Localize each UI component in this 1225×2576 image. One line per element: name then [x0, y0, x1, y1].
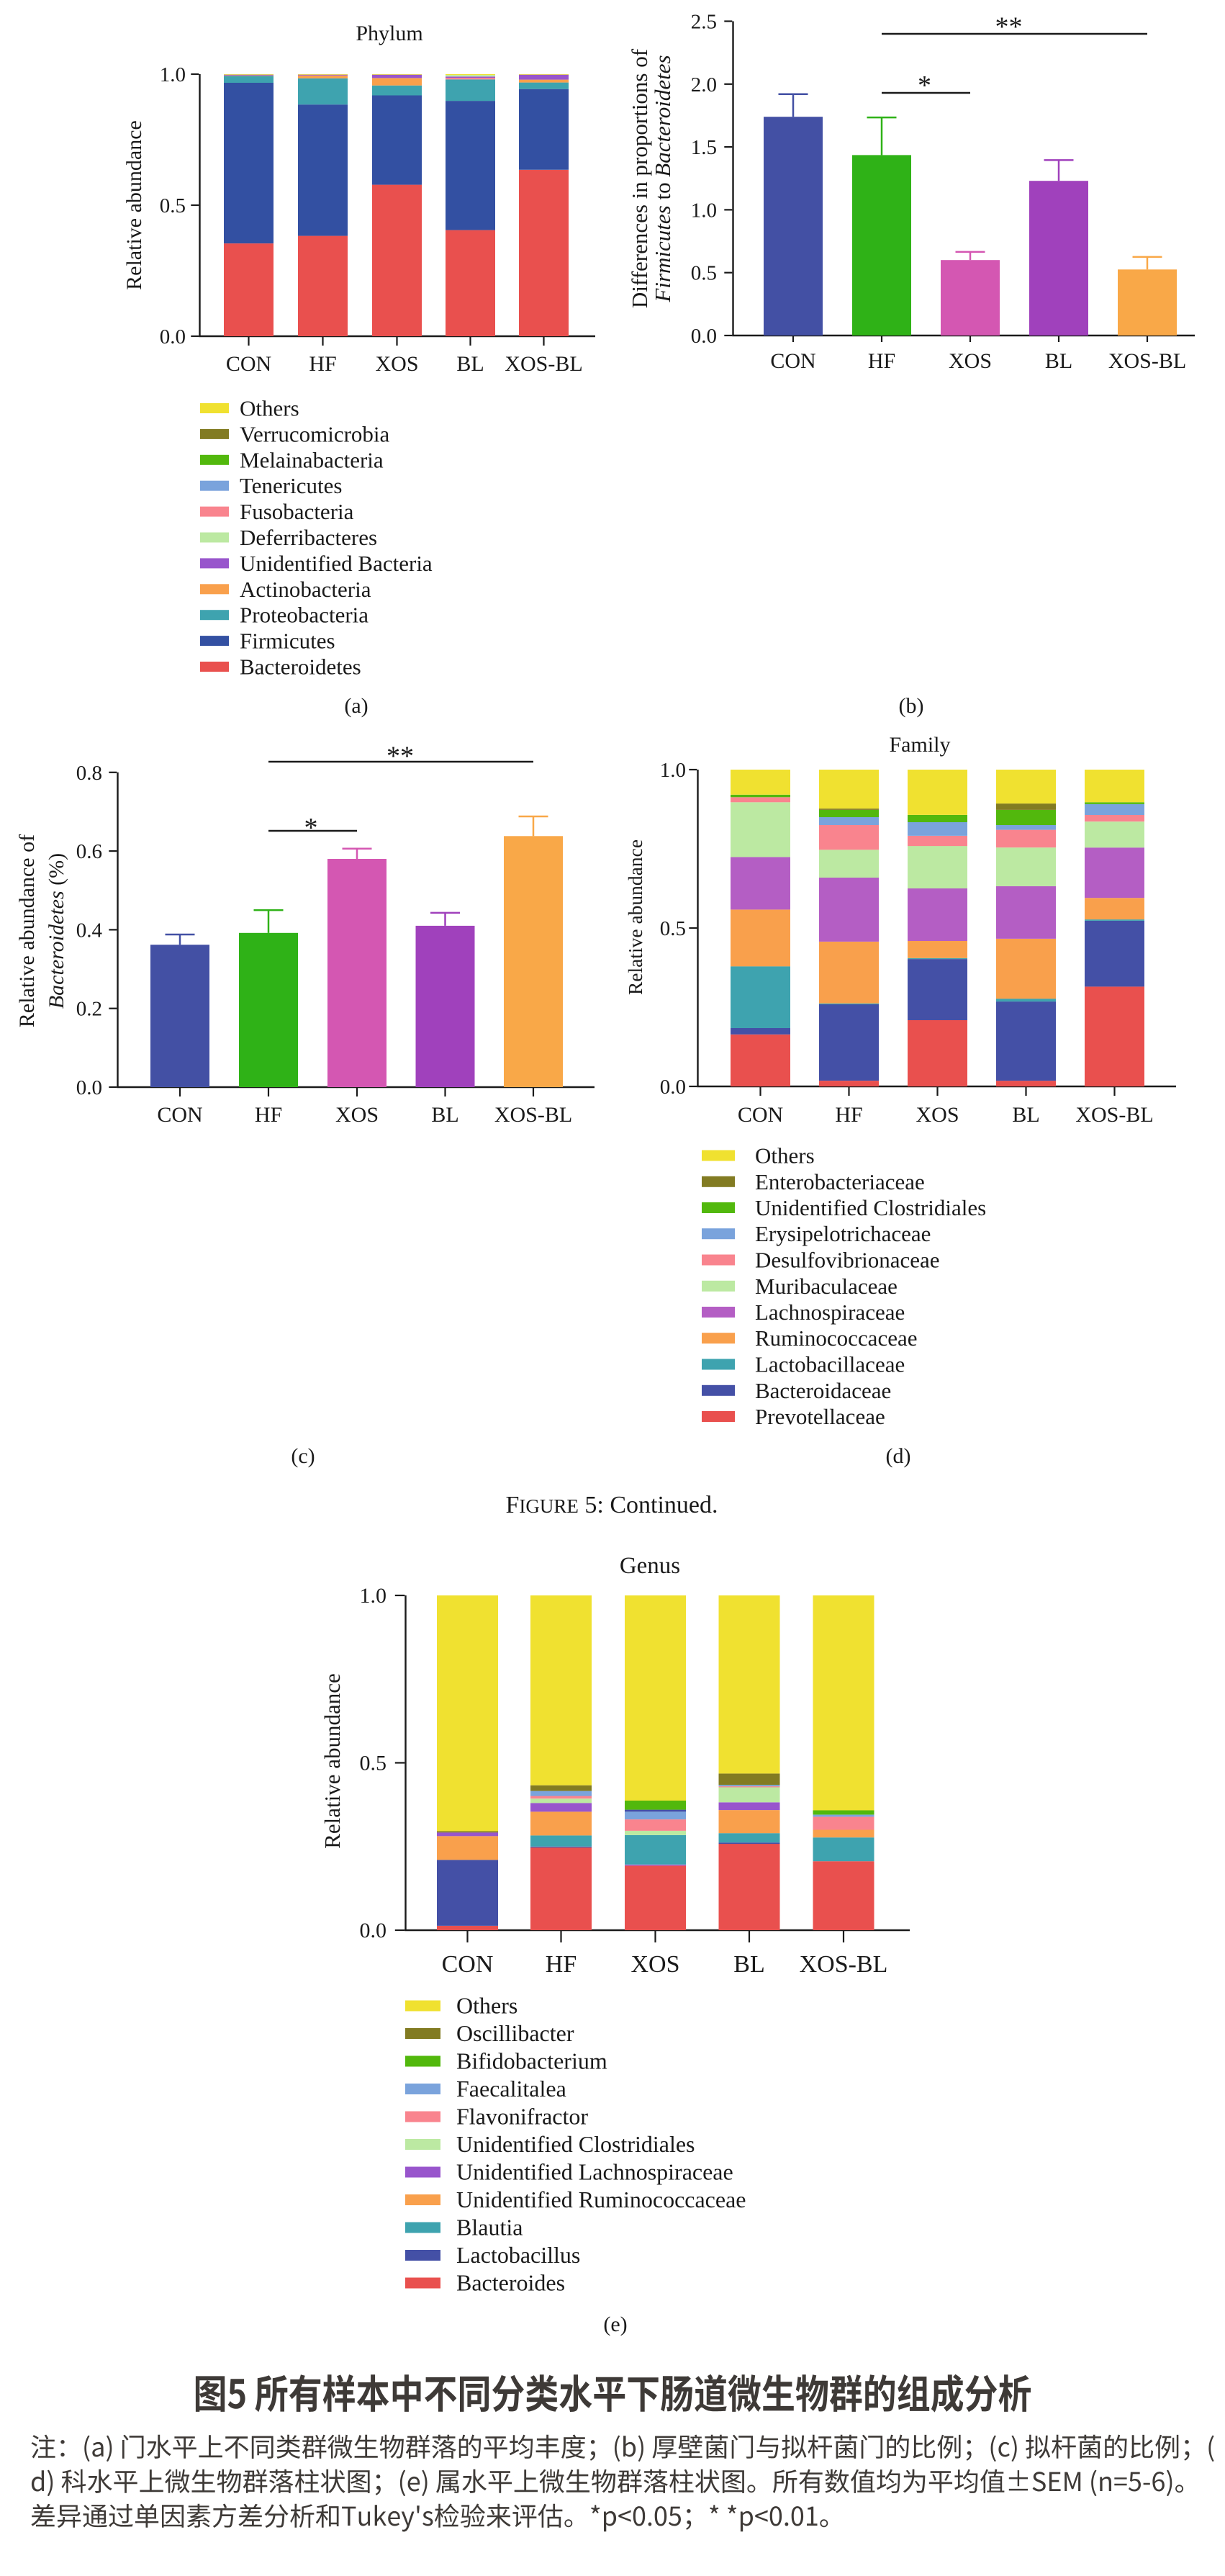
- svg-text:Lactobacillus: Lactobacillus: [456, 2242, 580, 2268]
- svg-text:Proteobacteria: Proteobacteria: [240, 603, 369, 628]
- svg-text:FIGURE 5: Continued.: FIGURE 5: Continued.: [505, 1492, 718, 1518]
- svg-text:Tenericutes: Tenericutes: [240, 473, 342, 498]
- svg-text:BL: BL: [431, 1103, 458, 1127]
- svg-text:Fusobacteria: Fusobacteria: [240, 499, 354, 524]
- svg-text:Lactobacillaceae: Lactobacillaceae: [755, 1352, 905, 1377]
- svg-text:Ruminococcaceae: Ruminococcaceae: [755, 1325, 917, 1351]
- svg-text:XOS-BL: XOS-BL: [505, 352, 582, 376]
- svg-text:BL: BL: [733, 1951, 764, 1978]
- svg-text:0.5: 0.5: [691, 262, 717, 285]
- svg-text:CON: CON: [226, 352, 271, 376]
- svg-text:Blautia: Blautia: [456, 2215, 523, 2241]
- svg-text:Others: Others: [456, 1993, 517, 2019]
- svg-text:Oscillibacter: Oscillibacter: [456, 2020, 574, 2046]
- svg-text:0.0: 0.0: [76, 1076, 102, 1099]
- svg-text:(a): (a): [344, 694, 368, 718]
- svg-text:1.0: 1.0: [660, 759, 686, 782]
- svg-text:HF: HF: [255, 1103, 282, 1127]
- svg-text:XOS-BL: XOS-BL: [494, 1103, 572, 1127]
- svg-text:**: **: [995, 12, 1023, 42]
- svg-text:Relative abundance: Relative abundance: [122, 120, 146, 290]
- svg-text:Family: Family: [889, 733, 950, 757]
- svg-text:XOS-BL: XOS-BL: [1075, 1103, 1153, 1127]
- svg-text:(b): (b): [899, 694, 924, 718]
- svg-text:2.5: 2.5: [691, 11, 717, 34]
- svg-text:XOS: XOS: [375, 352, 418, 376]
- svg-text:Prevotellaceae: Prevotellaceae: [755, 1404, 885, 1429]
- svg-text:0.0: 0.0: [160, 325, 186, 348]
- svg-text:Unidentified Bacteria: Unidentified Bacteria: [240, 551, 433, 576]
- svg-text:0.5: 0.5: [660, 917, 686, 940]
- svg-text:Unidentified Ruminococcaceae: Unidentified Ruminococcaceae: [456, 2187, 746, 2212]
- svg-text:CON: CON: [770, 349, 815, 373]
- svg-text:XOS: XOS: [949, 349, 992, 373]
- svg-text:(e): (e): [603, 2312, 627, 2336]
- svg-text:Firmicutes: Firmicutes: [240, 629, 335, 654]
- svg-text:XOS-BL: XOS-BL: [1108, 349, 1186, 373]
- svg-text:Bacteroidetes (%): Bacteroidetes (%): [45, 853, 68, 1009]
- svg-text:Muribaculaceae: Muribaculaceae: [755, 1274, 898, 1299]
- svg-text:BL: BL: [1045, 349, 1072, 373]
- svg-text:Bifidobacterium: Bifidobacterium: [456, 2048, 607, 2074]
- svg-text:1.0: 1.0: [691, 199, 717, 222]
- svg-text:Melainabacteria: Melainabacteria: [240, 447, 384, 472]
- svg-text:Verrucomicrobia: Verrucomicrobia: [240, 421, 390, 446]
- svg-text:2.0: 2.0: [691, 73, 717, 96]
- svg-text:1.5: 1.5: [691, 136, 717, 159]
- svg-text:XOS-BL: XOS-BL: [800, 1951, 888, 1978]
- svg-text:0.4: 0.4: [76, 919, 103, 942]
- svg-text:Erysipelotrichaceae: Erysipelotrichaceae: [755, 1221, 931, 1246]
- svg-text:Actinobacteria: Actinobacteria: [240, 577, 371, 602]
- svg-text:0.0: 0.0: [660, 1076, 686, 1099]
- svg-text:Lachnospiraceae: Lachnospiraceae: [755, 1300, 905, 1325]
- svg-text:Faecalitalea: Faecalitalea: [456, 2076, 566, 2102]
- svg-text:0.5: 0.5: [360, 1752, 387, 1775]
- svg-text:Bacteroidetes: Bacteroidetes: [240, 654, 361, 680]
- svg-text:Others: Others: [755, 1143, 815, 1168]
- svg-text:CON: CON: [157, 1103, 202, 1127]
- svg-text:Relative abundance: Relative abundance: [624, 839, 646, 995]
- svg-text:Others: Others: [240, 396, 299, 421]
- svg-text:0.0: 0.0: [691, 325, 717, 348]
- svg-text:Unidentified Lachnospiraceae: Unidentified Lachnospiraceae: [456, 2159, 733, 2185]
- svg-text:*: *: [918, 71, 931, 101]
- svg-text:XOS: XOS: [335, 1103, 379, 1127]
- svg-text:Phylum: Phylum: [356, 22, 422, 45]
- svg-text:Bacteroidaceae: Bacteroidaceae: [755, 1378, 891, 1403]
- svg-text:Relative abundance: Relative abundance: [320, 1673, 345, 1849]
- svg-text:CON: CON: [738, 1103, 783, 1127]
- svg-text:XOS: XOS: [630, 1951, 679, 1978]
- svg-text:0.0: 0.0: [360, 1919, 387, 1942]
- svg-text:1.0: 1.0: [360, 1584, 387, 1608]
- svg-text:Deferribacteres: Deferribacteres: [240, 525, 377, 550]
- svg-text:*: *: [304, 813, 318, 843]
- svg-text:Bacteroides: Bacteroides: [456, 2270, 565, 2296]
- svg-text:Flavonifractor: Flavonifractor: [456, 2104, 588, 2130]
- svg-text:HF: HF: [868, 349, 895, 373]
- svg-text:BL: BL: [1012, 1103, 1039, 1127]
- svg-text:0.8: 0.8: [76, 762, 102, 785]
- svg-text:Relative abundance of: Relative abundance of: [15, 834, 39, 1027]
- svg-text:Firmicutes to Bacteroidetes: Firmicutes to Bacteroidetes: [650, 55, 675, 302]
- svg-text:Enterobacteriaceae: Enterobacteriaceae: [755, 1169, 925, 1194]
- svg-text:**: **: [387, 742, 414, 772]
- svg-text:Differences in proportions of: Differences in proportions of: [627, 48, 652, 308]
- svg-text:Genus: Genus: [620, 1553, 680, 1579]
- svg-text:HF: HF: [309, 352, 336, 376]
- svg-text:0.6: 0.6: [76, 840, 102, 863]
- svg-text:CON: CON: [442, 1951, 494, 1978]
- svg-text:Desulfovibrionaceae: Desulfovibrionaceae: [755, 1248, 940, 1273]
- svg-text:HF: HF: [546, 1951, 577, 1978]
- svg-text:BL: BL: [456, 352, 484, 376]
- svg-text:0.2: 0.2: [76, 998, 102, 1021]
- svg-text:Unidentified Clostridiales: Unidentified Clostridiales: [456, 2131, 695, 2157]
- svg-text:Unidentified Clostridiales: Unidentified Clostridiales: [755, 1195, 986, 1220]
- svg-text:1.0: 1.0: [160, 63, 186, 86]
- svg-text:(c): (c): [291, 1444, 315, 1468]
- svg-text:XOS: XOS: [916, 1103, 959, 1127]
- svg-text:HF: HF: [835, 1103, 862, 1127]
- svg-text:0.5: 0.5: [160, 194, 186, 217]
- svg-text:(d): (d): [886, 1444, 911, 1468]
